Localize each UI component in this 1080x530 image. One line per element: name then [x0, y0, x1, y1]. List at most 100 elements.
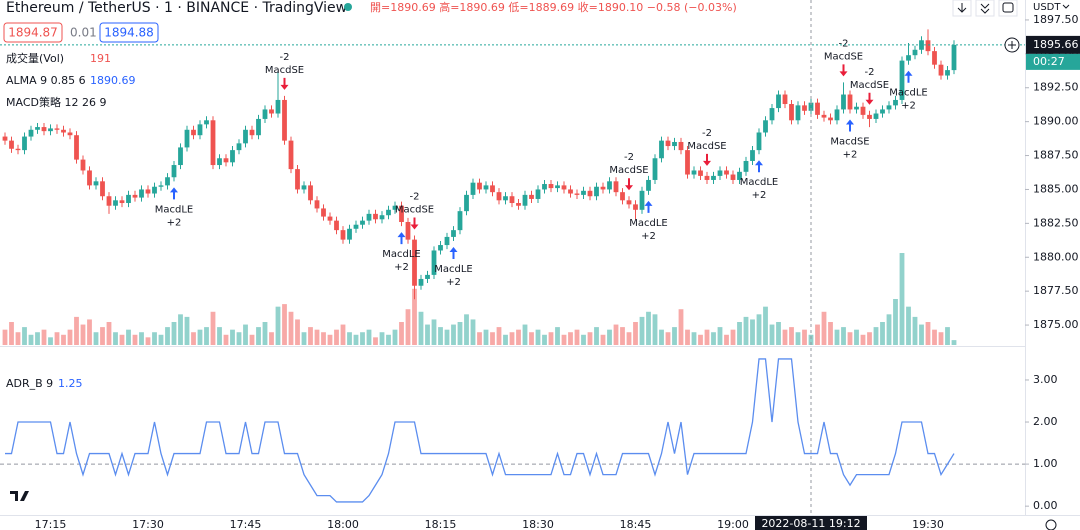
x-tick-label: 18:45	[620, 518, 652, 530]
signal-label: MacdSE	[824, 51, 863, 62]
candle-body	[191, 129, 196, 136]
y-tick-label: 1887.50	[1033, 149, 1079, 162]
candle-body	[704, 175, 710, 180]
candle-body	[867, 114, 872, 119]
volume-bar	[106, 322, 112, 345]
candle-body	[314, 200, 320, 209]
volume-bar	[925, 322, 931, 345]
candle-body	[529, 194, 534, 199]
volume-bar	[451, 324, 456, 345]
candle-body	[334, 220, 339, 231]
volume-bar	[906, 306, 911, 345]
x-tick-label: 19:00	[717, 518, 749, 530]
signal-arrow-down	[703, 153, 711, 166]
volume-bar	[243, 324, 248, 345]
candle-body	[945, 70, 950, 76]
candle-body	[854, 106, 859, 110]
volume-bar	[490, 332, 495, 345]
volume-bar	[61, 334, 66, 345]
logo-mark	[10, 491, 29, 501]
volume-bar	[516, 329, 521, 345]
candle-body	[587, 190, 593, 197]
volume-bar	[594, 327, 599, 345]
candle-body	[444, 236, 450, 246]
y-tick-label: 1885.00	[1033, 182, 1079, 195]
y-tick-label: 1875.00	[1033, 318, 1079, 331]
candle-body	[743, 160, 749, 172]
button-fullscreen[interactable]	[998, 0, 1018, 17]
candle-body	[834, 109, 840, 121]
signal-qty: +2	[167, 217, 182, 228]
signal-qty: -2	[839, 38, 849, 49]
candle-body	[782, 94, 788, 105]
signal-qty: +2	[752, 190, 767, 201]
candle-body	[256, 118, 261, 136]
volume-bar	[522, 324, 528, 345]
candle-body	[808, 102, 814, 111]
volume-bar	[633, 322, 638, 345]
ohlc-readout: 開=1890.69 高=1890.69 低=1889.69 收=1890.10 …	[370, 0, 737, 14]
candle-body	[873, 113, 879, 119]
candle-body	[425, 274, 430, 279]
signal-label: MacdLE	[434, 264, 473, 275]
volume-bar	[93, 332, 99, 345]
volume-bar	[509, 332, 515, 345]
volume-bar	[613, 324, 619, 345]
candle-body	[80, 159, 86, 171]
candle-body	[756, 132, 762, 151]
signal-arrow-up	[846, 119, 854, 132]
signal-qty: +2	[446, 277, 461, 288]
candle-body	[535, 189, 541, 199]
volume-bar	[711, 332, 716, 345]
volume-bar	[834, 329, 840, 345]
volume-bar	[145, 337, 151, 345]
volume-bar	[730, 329, 736, 345]
volume-bar	[314, 329, 320, 345]
candle-body	[503, 196, 508, 201]
volume-bar	[568, 332, 573, 345]
signal-arrow-up	[904, 70, 913, 83]
volume-bar	[912, 316, 918, 345]
adr-legend: ADR_B 9	[6, 377, 53, 390]
candle-body	[145, 189, 151, 194]
candle-body	[665, 140, 671, 147]
volume-bar	[269, 332, 274, 345]
candle-body	[769, 108, 775, 121]
x-tick-label: 18:30	[522, 518, 554, 530]
candle-body	[106, 196, 112, 206]
volume-bar	[373, 337, 378, 345]
volume-bar	[841, 327, 846, 345]
volume-bar	[184, 316, 190, 345]
buy-box[interactable]	[99, 22, 159, 43]
candle-body	[139, 189, 144, 198]
settings-icon[interactable]	[1045, 519, 1057, 530]
currency-caret	[1062, 4, 1070, 9]
currency[interactable]: USDT	[1033, 2, 1061, 13]
candle-body	[152, 186, 157, 194]
candle-body	[860, 106, 866, 115]
x-tick-label: 17:15	[35, 518, 67, 530]
candle-body	[763, 120, 768, 133]
volume-bar	[457, 322, 463, 345]
y-tick-label: 1.00	[1033, 457, 1058, 470]
candle-body	[113, 200, 118, 206]
volume-bar	[431, 319, 437, 345]
candle-body	[431, 250, 437, 275]
sell-box[interactable]	[3, 22, 63, 43]
volume-bar	[737, 322, 742, 345]
candle-body	[678, 141, 684, 151]
volume-bar	[236, 332, 242, 345]
candle-body	[932, 51, 937, 65]
volume-bar	[672, 327, 677, 345]
signal-arrow-up	[449, 246, 458, 259]
signal-qty: -2	[865, 67, 875, 78]
candle-body	[457, 211, 463, 231]
volume-bar	[659, 329, 664, 345]
signal-label: MacdSE	[265, 65, 304, 76]
candle-body	[633, 204, 638, 210]
candle-body	[217, 158, 222, 166]
candle-body	[308, 185, 313, 201]
volume-bar	[639, 316, 645, 345]
